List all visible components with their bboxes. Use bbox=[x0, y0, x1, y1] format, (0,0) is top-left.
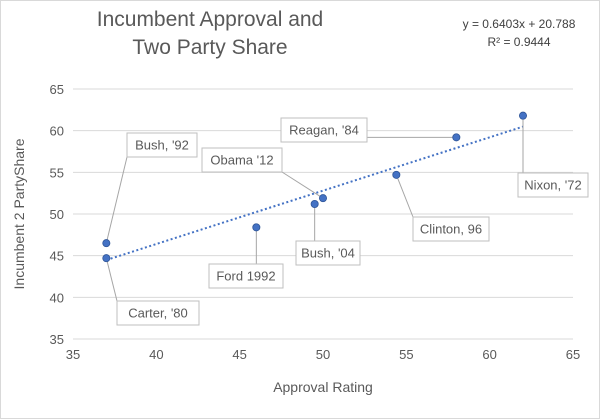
data-label-text-clinton-96: Clinton, 96 bbox=[420, 222, 482, 237]
data-label-box-nixon-72 bbox=[517, 172, 589, 198]
data-label-nixon-72: Nixon, '72 bbox=[517, 172, 589, 198]
data-label-box-clinton-96 bbox=[412, 216, 490, 242]
data-point-carter-80[interactable] bbox=[102, 254, 111, 263]
y-tick-label-45: 45 bbox=[50, 249, 64, 264]
data-label-text-nixon-72: Nixon, '72 bbox=[524, 178, 581, 193]
y-axis-title: Incumbent 2 PartyShare bbox=[11, 138, 27, 289]
y-tick-label-65: 65 bbox=[50, 82, 64, 97]
data-label-text-carter-80: Carter, '80 bbox=[128, 306, 188, 321]
data-label-box-carter-80 bbox=[116, 300, 200, 326]
x-tick-label-65: 65 bbox=[566, 347, 580, 362]
data-label-ford-1992: Ford 1992 bbox=[208, 263, 284, 289]
trendline-r-squared: R² = 0.9444 bbox=[487, 35, 551, 49]
chart-title: Incumbent Approval and Two Party Share bbox=[0, 6, 420, 62]
data-point-ford-1992[interactable] bbox=[252, 223, 261, 232]
data-labels: Bush, '92 Carter, '80 Ford 1992 Obama '12 Bu… bbox=[116, 117, 589, 326]
y-axis-tick-labels: 35 40 45 50 55 60 65 bbox=[50, 82, 64, 347]
y-tick-label-50: 50 bbox=[50, 207, 64, 222]
data-label-text-reagan-84: Reagan, '84 bbox=[289, 123, 359, 138]
data-label-leader-lines bbox=[105, 115, 524, 302]
x-tick-label-35: 35 bbox=[66, 347, 80, 362]
trendline-label: y = 0.6403x + 20.788 R² = 0.9444 bbox=[448, 15, 590, 51]
trendline bbox=[106, 125, 524, 261]
data-label-box-bush-04 bbox=[295, 240, 361, 266]
data-label-text-ford-1992: Ford 1992 bbox=[216, 269, 275, 284]
data-label-box-bush-92 bbox=[126, 132, 198, 158]
data-point-bush-04[interactable] bbox=[310, 199, 319, 208]
leader-line-bush-92 bbox=[105, 156, 128, 244]
data-label-text-obama-12: Obama '12 bbox=[210, 153, 273, 168]
y-tick-label-55: 55 bbox=[50, 165, 64, 180]
data-label-text-bush-92: Bush, '92 bbox=[135, 138, 189, 153]
leader-line-obama-12 bbox=[281, 171, 324, 199]
data-label-box-ford-1992 bbox=[208, 263, 284, 289]
data-label-reagan-84: Reagan, '84 bbox=[280, 117, 368, 143]
data-point-bush-92[interactable] bbox=[102, 239, 111, 248]
data-label-bush-04: Bush, '04 bbox=[295, 240, 361, 266]
data-label-obama-12: Obama '12 bbox=[201, 147, 283, 173]
data-point-obama-12[interactable] bbox=[318, 194, 327, 203]
data-points bbox=[102, 111, 528, 263]
leader-line-clinton-96 bbox=[395, 174, 414, 218]
data-point-clinton-96[interactable] bbox=[392, 170, 401, 179]
x-axis-title: Approval Rating bbox=[273, 379, 373, 395]
x-tick-label-55: 55 bbox=[399, 347, 413, 362]
x-tick-label-45: 45 bbox=[232, 347, 246, 362]
data-point-reagan-84[interactable] bbox=[452, 133, 461, 142]
x-axis-tick-labels: 35 40 45 50 55 60 65 bbox=[66, 347, 580, 362]
data-label-text-bush-04: Bush, '04 bbox=[301, 246, 355, 261]
x-tick-label-50: 50 bbox=[316, 347, 330, 362]
x-tick-label-60: 60 bbox=[482, 347, 496, 362]
data-label-box-reagan-84 bbox=[280, 117, 368, 143]
y-tick-label-40: 40 bbox=[50, 290, 64, 305]
chart-title-line-2: Two Party Share bbox=[132, 36, 288, 59]
data-label-bush-92: Bush, '92 bbox=[126, 132, 198, 158]
y-tick-label-35: 35 bbox=[50, 332, 64, 347]
leader-line-carter-80 bbox=[105, 258, 118, 302]
chart-title-line-1: Incumbent Approval and bbox=[96, 8, 324, 31]
x-tick-label-40: 40 bbox=[149, 347, 163, 362]
data-label-carter-80: Carter, '80 bbox=[116, 300, 200, 326]
data-label-clinton-96: Clinton, 96 bbox=[412, 216, 490, 242]
y-tick-label-60: 60 bbox=[50, 124, 64, 139]
trendline-equation: y = 0.6403x + 20.788 bbox=[462, 17, 576, 31]
data-label-box-obama-12 bbox=[201, 147, 283, 173]
data-point-nixon-72[interactable] bbox=[519, 111, 528, 120]
